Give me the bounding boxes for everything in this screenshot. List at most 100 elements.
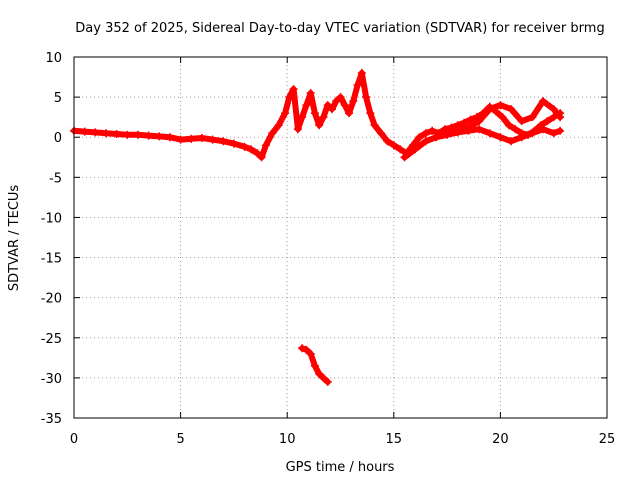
- data-point: [475, 117, 484, 126]
- data-point: [496, 133, 505, 142]
- data-point: [319, 373, 328, 382]
- data-point: [349, 97, 358, 106]
- y-tick-label: 5: [54, 91, 62, 106]
- data-point: [101, 129, 110, 138]
- data-point: [274, 121, 283, 130]
- data-point: [466, 115, 475, 124]
- series-lower-branch: [400, 125, 565, 162]
- data-point: [298, 344, 307, 353]
- data-point: [464, 126, 473, 135]
- series-outlier-segment: [298, 344, 332, 386]
- data-point: [377, 129, 386, 138]
- data-point: [539, 97, 548, 106]
- data-point: [507, 137, 516, 146]
- data-point: [353, 81, 362, 90]
- data-point: [246, 145, 255, 154]
- data-point: [332, 97, 341, 106]
- data-point: [415, 133, 424, 142]
- x-tick-label: 25: [599, 432, 616, 447]
- data-point: [421, 137, 430, 146]
- series-main-trace: [70, 69, 565, 162]
- data-point: [261, 141, 270, 150]
- x-tick-label: 10: [279, 432, 296, 447]
- x-axis-label: GPS time / hours: [286, 460, 395, 475]
- data-point: [383, 137, 392, 146]
- x-tick-label: 0: [70, 432, 78, 447]
- x-axis-ticks: 0 5 10 15 20 25: [70, 57, 615, 447]
- data-point: [285, 93, 294, 102]
- data-point: [362, 93, 371, 102]
- data-point: [176, 135, 185, 144]
- data-point: [549, 105, 558, 114]
- data-point: [165, 133, 174, 142]
- data-point: [315, 121, 324, 130]
- data-point: [123, 130, 132, 139]
- data-point: [310, 109, 319, 118]
- data-point: [80, 127, 89, 136]
- chart-title: Day 352 of 2025, Sidereal Day-to-day VTE…: [75, 21, 604, 36]
- data-point: [112, 130, 121, 139]
- data-point: [306, 349, 315, 358]
- data-point: [289, 85, 298, 94]
- data-point: [443, 130, 452, 139]
- y-tick-label: -20: [41, 292, 62, 307]
- data-point: [293, 125, 302, 134]
- data-point: [475, 125, 484, 134]
- data-point: [485, 105, 494, 114]
- data-point: [319, 113, 328, 122]
- grid: [74, 57, 607, 418]
- data-point: [556, 126, 565, 135]
- data-point: [229, 139, 238, 148]
- data-point: [208, 135, 217, 144]
- y-axis-label: SDTVAR / TECUs: [7, 185, 22, 292]
- data-point: [253, 149, 262, 158]
- plot-frame: [73, 56, 608, 419]
- y-tick-label: -10: [41, 211, 62, 226]
- data-point: [298, 113, 307, 122]
- y-tick-label: -35: [41, 412, 62, 427]
- data-point: [327, 105, 336, 114]
- data-point: [460, 118, 469, 127]
- data-point: [396, 145, 405, 154]
- data-point: [504, 121, 513, 130]
- x-tick-label: 20: [492, 432, 509, 447]
- data-point: [357, 69, 366, 78]
- data-point: [315, 369, 324, 378]
- data-point: [370, 121, 379, 130]
- data-point: [498, 113, 507, 122]
- series-line: [401, 126, 564, 161]
- data-point: [528, 129, 537, 138]
- data-series: [70, 69, 565, 386]
- x-tick-label: 5: [176, 432, 184, 447]
- data-point: [366, 109, 375, 118]
- data-point: [302, 345, 311, 354]
- data-point: [281, 109, 290, 118]
- y-tick-label: -5: [49, 171, 62, 186]
- data-point: [539, 125, 548, 134]
- data-point: [517, 117, 526, 126]
- data-point: [310, 361, 319, 370]
- data-point: [507, 105, 516, 114]
- data-point: [187, 134, 196, 143]
- data-point: [453, 128, 462, 137]
- data-point: [485, 129, 494, 138]
- data-point: [323, 377, 332, 386]
- y-tick-label: -15: [41, 252, 62, 267]
- data-point: [240, 142, 249, 151]
- data-point: [549, 129, 558, 138]
- x-tick-label: 15: [386, 432, 403, 447]
- data-point: [91, 128, 100, 137]
- data-point: [496, 101, 505, 110]
- data-point: [543, 117, 552, 126]
- data-point: [302, 101, 311, 110]
- data-point: [133, 130, 142, 139]
- data-point: [511, 125, 520, 134]
- data-point: [323, 101, 332, 110]
- data-point: [144, 131, 153, 140]
- y-tick-label: -25: [41, 332, 62, 347]
- y-tick-label: 10: [45, 51, 62, 66]
- data-point: [336, 93, 345, 102]
- data-point: [155, 132, 164, 141]
- y-tick-label: -30: [41, 372, 62, 387]
